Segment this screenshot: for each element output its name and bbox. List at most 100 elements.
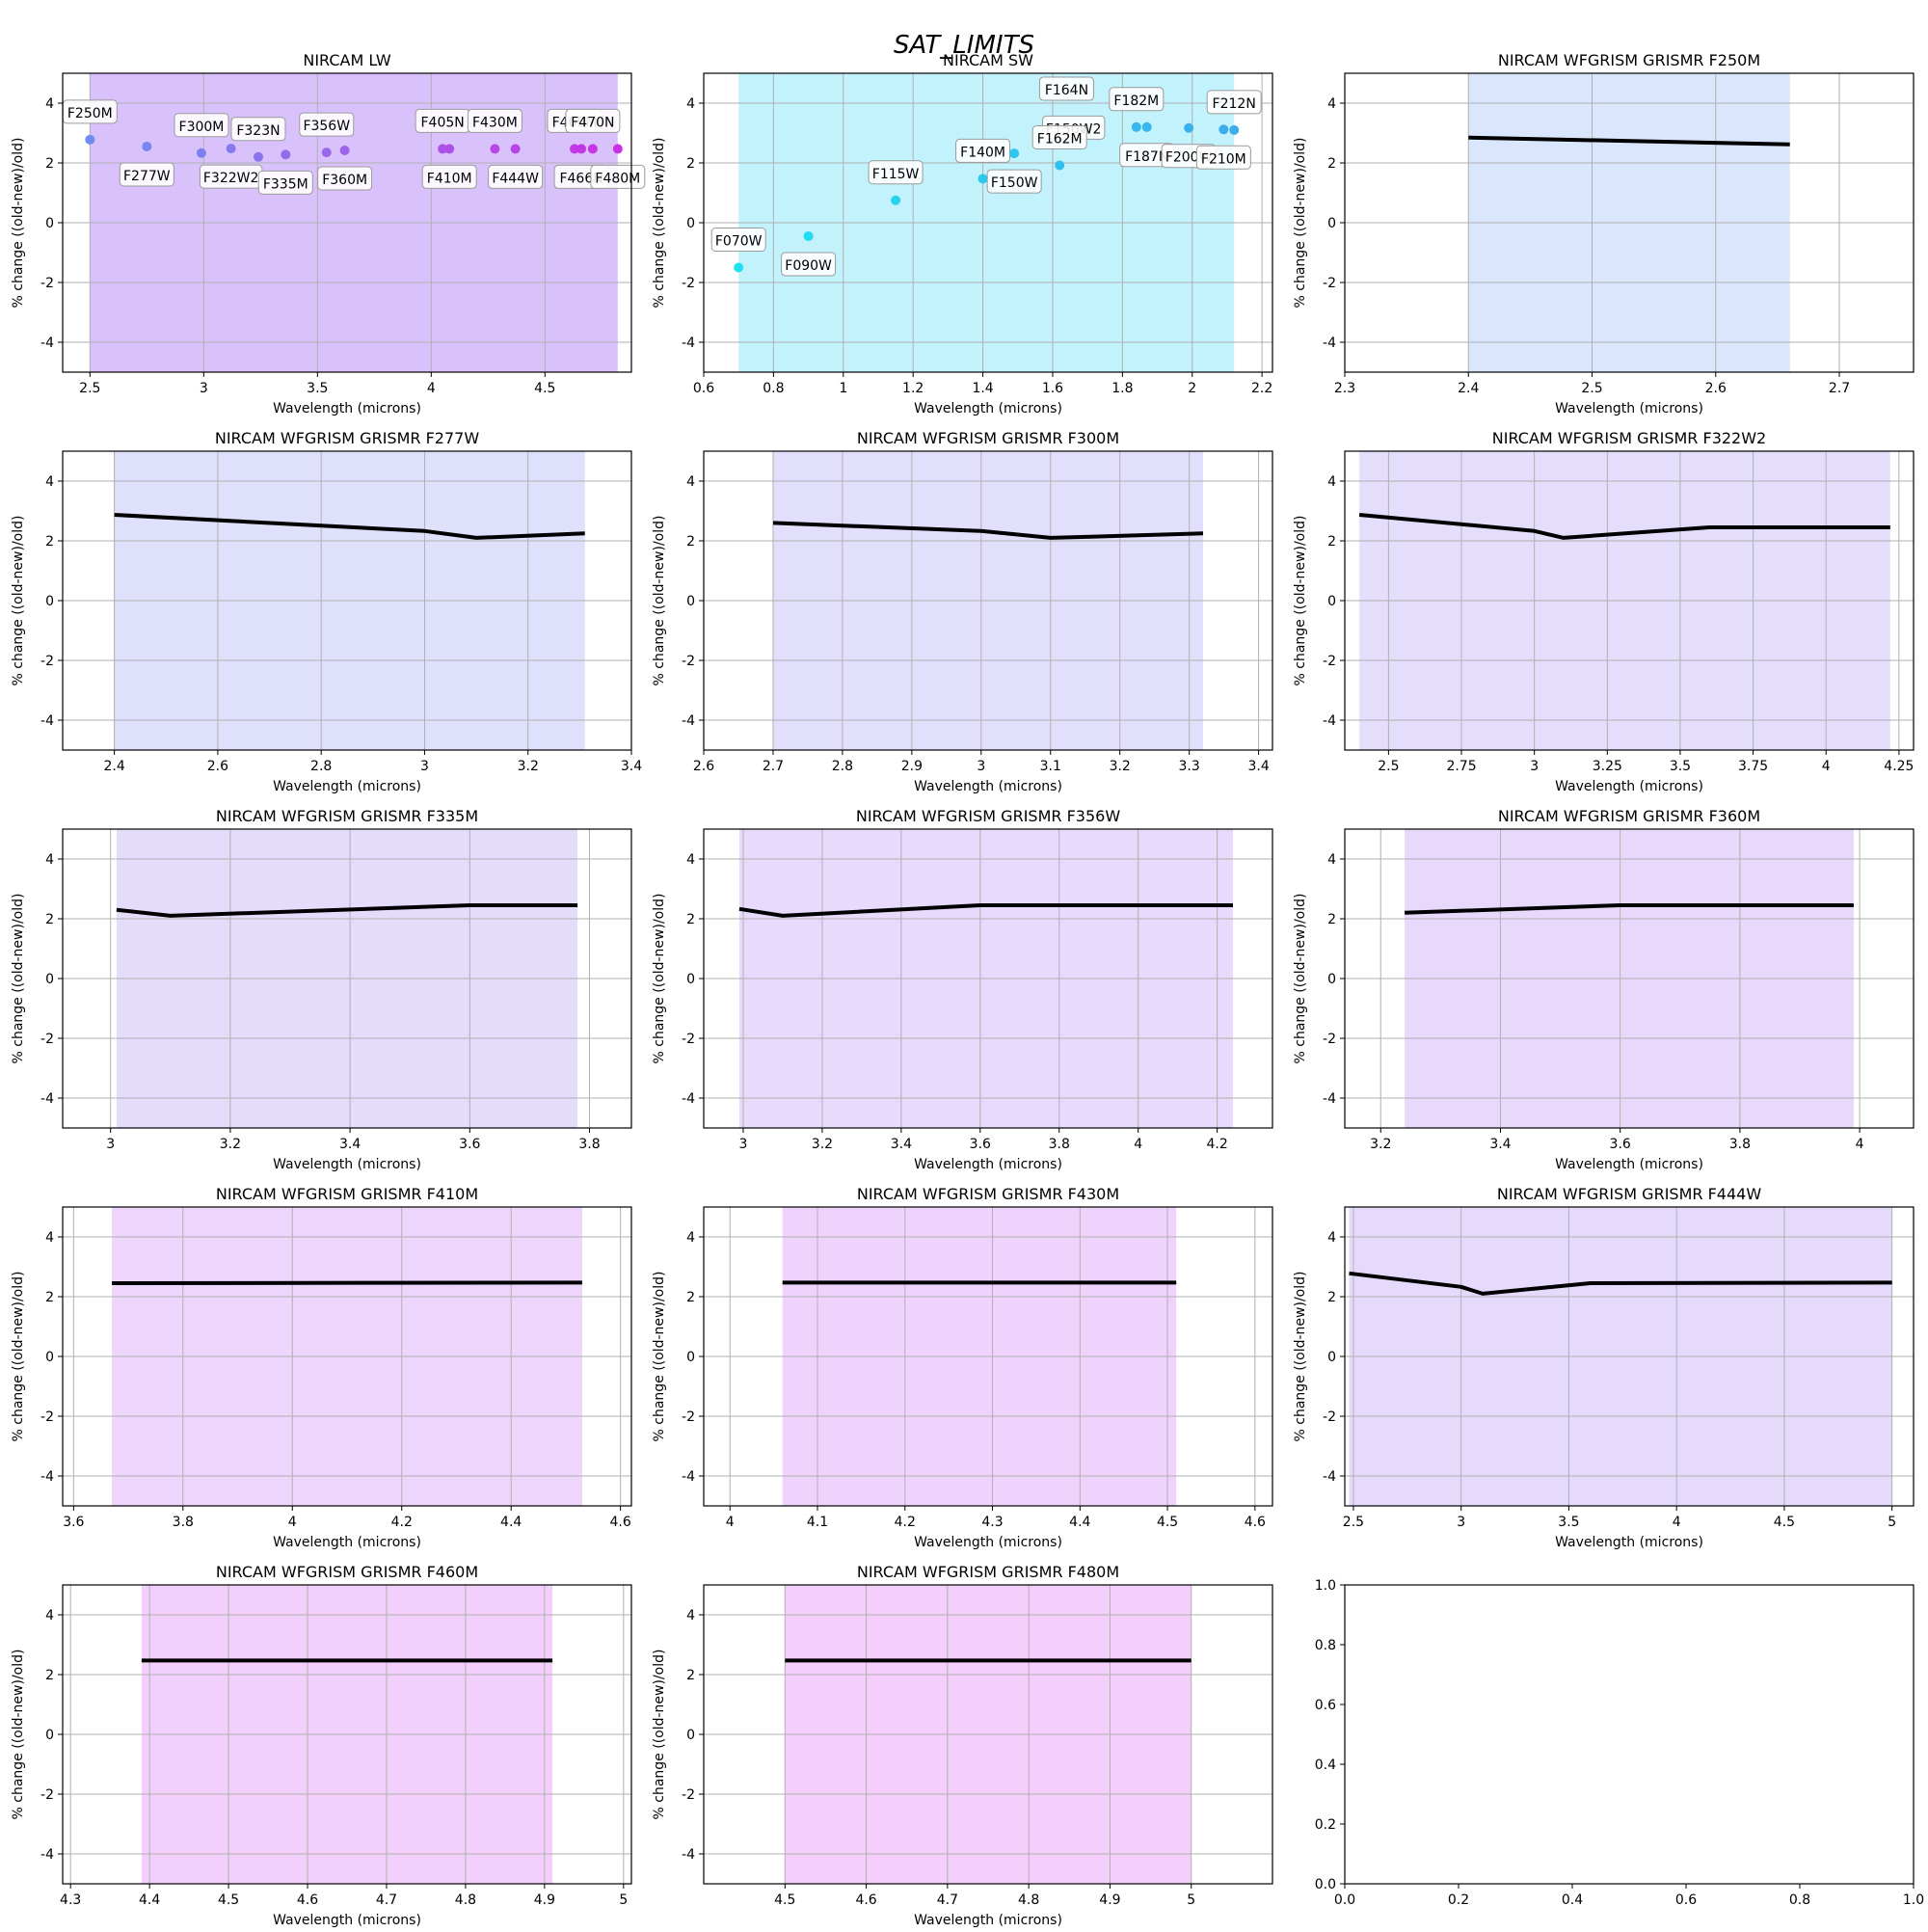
data-point (1009, 148, 1020, 159)
subplot-title: NIRCAM WFGRISM GRISMR F300M (857, 429, 1119, 447)
x-tick-label: 3 (420, 759, 429, 774)
x-axis-label: Wavelength (microns) (1555, 1535, 1703, 1550)
x-tick-label: 3.4 (1247, 759, 1269, 774)
subplot-1: F250M F277W F300M F322W2 F323N F335M F356W F360… (11, 51, 646, 416)
x-tick-label: 4.8 (1018, 1892, 1039, 1908)
point-label-box (174, 113, 229, 138)
y-tick-label: 0 (686, 972, 695, 987)
y-tick-label: 2 (45, 534, 54, 550)
y-tick-label: -4 (40, 1091, 54, 1107)
subplot-3: 2.3 2.4 2.5 2.6 2.7 -4 -2 0 2 4 NIRCAM WFGRISM GRI… (1293, 51, 1915, 416)
point-label-box (1109, 87, 1165, 112)
x-tick-label: 4.5 (1774, 1515, 1795, 1530)
point-label-box (317, 166, 373, 191)
x-tick-label: 4 (288, 1515, 297, 1530)
y-tick-label: -4 (682, 1091, 695, 1107)
y-tick-label: 0.6 (1315, 1698, 1336, 1713)
point-label: F210M (1201, 151, 1246, 167)
point-label-box (868, 160, 924, 185)
x-tick-label: 4.5 (534, 381, 555, 396)
x-tick-label: 4 (1134, 1137, 1142, 1152)
series-line (116, 903, 578, 918)
series-line (1468, 135, 1790, 147)
y-tick-label: 0 (45, 594, 54, 609)
y-tick-label: -4 (682, 335, 695, 351)
subplot-7: 3 3.2 3.4 3.6 3.8 -4 -2 0 2 4 NIRCAM WFGRISM GRISM… (11, 807, 632, 1172)
x-tick-label: 3.4 (339, 1137, 361, 1152)
point-label: F182M (1113, 94, 1159, 109)
y-tick-label: 0 (45, 1350, 54, 1365)
x-axis-label: Wavelength (microns) (273, 401, 421, 416)
data-point (612, 144, 623, 154)
y-tick-label: 0.8 (1315, 1638, 1336, 1653)
point-label-box (230, 117, 286, 142)
y-tick-label: -2 (40, 1409, 54, 1425)
y-tick-label: 2 (686, 534, 695, 550)
x-tick-label: 4 (1673, 1515, 1681, 1530)
point-label: F322W2 (203, 171, 259, 186)
x-tick-label: 2.5 (1581, 381, 1602, 396)
y-axis-label: % change ((old-new)/old) (1293, 894, 1308, 1064)
x-tick-label: 5 (619, 1892, 628, 1908)
y-tick-label: 2 (45, 156, 54, 172)
point-label-box (1031, 124, 1087, 149)
data-point (1055, 160, 1065, 171)
data-point (490, 144, 500, 154)
x-tick-label: 2.4 (1458, 381, 1479, 396)
y-tick-label: -2 (1323, 1409, 1336, 1425)
data-point (977, 174, 988, 184)
y-tick-label: -4 (682, 713, 695, 729)
x-tick-label: 3.2 (1370, 1137, 1391, 1152)
data-point (85, 134, 95, 145)
x-tick-label: 0.2 (1448, 1892, 1469, 1908)
y-tick-label: 2 (45, 912, 54, 927)
x-axis-label: Wavelength (microns) (1555, 401, 1703, 416)
y-tick-label: 2 (686, 912, 695, 927)
x-tick-label: 3 (106, 1137, 115, 1152)
subplot-title: NIRCAM WFGRISM GRISMR F460M (216, 1563, 478, 1581)
y-tick-label: -4 (40, 1469, 54, 1485)
y-tick-label: -4 (40, 335, 54, 351)
subplot-2: F070WF090WF115WF140MF150WF164NF150W2F162… (652, 51, 1273, 416)
subplot-15: 0.0 0.2 0.4 0.6 0.8 1.0 0.0 0.2 0.4 0.6 0.8 1.0 (1315, 1578, 1924, 1908)
y-axis-label: % change ((old-new)/old) (652, 1650, 667, 1820)
x-tick-label: 3.5 (1558, 1515, 1579, 1530)
data-point (734, 262, 744, 273)
x-tick-label: 4.2 (1207, 1137, 1228, 1152)
subplot-4: 2.4 2.6 2.8 3 3.2 3.4 -4 -2 0 2 4 NIRCAM WFGRISM GR… (11, 429, 642, 794)
data-point (587, 144, 598, 154)
y-tick-label: 0.0 (1315, 1877, 1336, 1892)
subplot-title: NIRCAM WFGRISM GRISMR F360M (1498, 807, 1760, 825)
x-tick-label: 3 (1530, 759, 1539, 774)
subplot-9: 3.2 3.4 3.6 3.8 4 -4 -2 0 2 4 NIRCAM WFGRISM GRISM… (1293, 807, 1915, 1172)
y-tick-label: 0.4 (1315, 1758, 1336, 1773)
y-tick-label: -2 (682, 654, 695, 669)
x-tick-label: 3.8 (578, 1137, 600, 1152)
y-tick-label: -2 (682, 276, 695, 291)
x-tick-label: 3.8 (1049, 1137, 1070, 1152)
point-label-box (257, 170, 313, 195)
y-tick-label: -4 (40, 1847, 54, 1863)
x-axis-label: Wavelength (microns) (914, 1535, 1062, 1550)
point-label-box (955, 138, 1011, 163)
x-tick-label: 3.6 (1610, 1137, 1631, 1152)
y-tick-label: 4 (45, 474, 54, 490)
x-tick-label: 3.25 (1593, 759, 1622, 774)
point-label: F187N (1125, 149, 1168, 165)
point-label: F430M (472, 115, 518, 130)
y-axis-label: % change ((old-new)/old) (652, 138, 667, 309)
x-tick-label: 3.1 (1040, 759, 1061, 774)
x-tick-label: 4 (427, 381, 436, 396)
x-axis-label: Wavelength (microns) (273, 1535, 421, 1550)
x-tick-label: 2.5 (79, 381, 100, 396)
subplot-5: 2.6 2.7 2.8 2.9 3 3.1 3.2 3.3 3.4 -4 -2 0 2 4 NIRCAM W… (652, 429, 1273, 794)
x-axis-label: Wavelength (microns) (273, 1913, 421, 1928)
subplot-title: NIRCAM WFGRISM GRISMR F430M (857, 1185, 1119, 1203)
y-tick-label: -2 (40, 276, 54, 291)
y-tick-label: 0 (45, 1728, 54, 1743)
series-line (1405, 903, 1854, 915)
point-label: F277W (123, 169, 171, 184)
x-tick-label: 3.5 (307, 381, 328, 396)
